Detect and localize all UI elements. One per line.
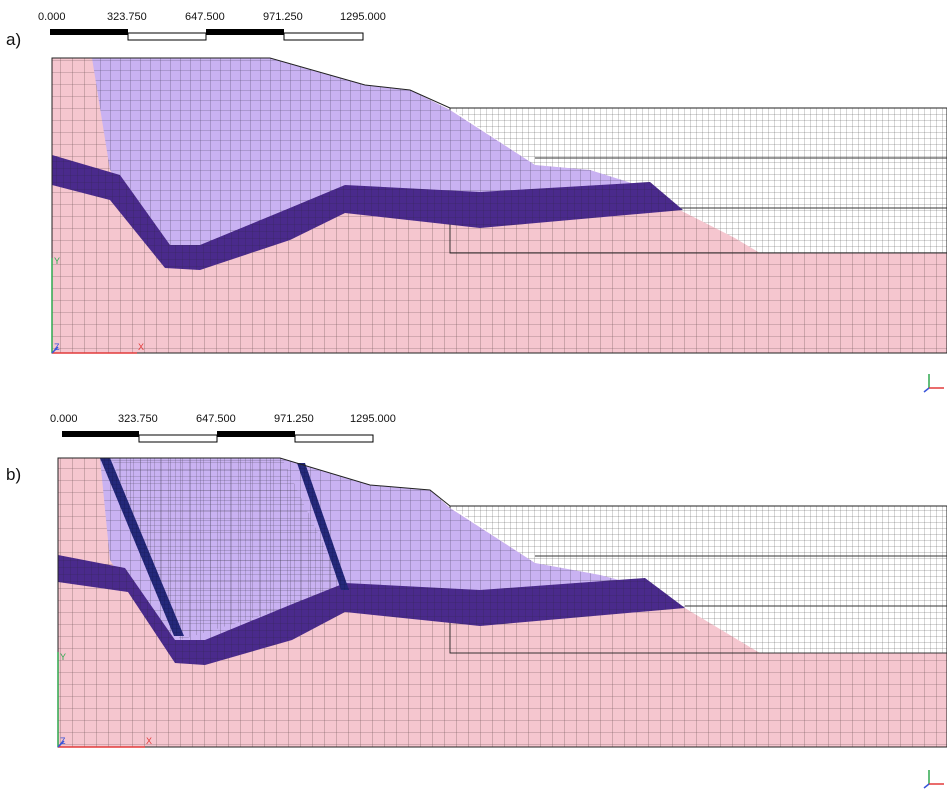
panel-a-mini-triad [923,374,944,393]
scale-tick-label: 971.250 [274,413,314,425]
scale-tick-label: 1295.000 [340,11,386,23]
panel-a: a) 0.000 323.750 647.500 971.250 1295.00… [6,11,947,393]
panel-b-label: b) [6,465,21,484]
panel-b: b) 0.000 323.750 647.500 971.250 1295.00… [6,413,947,789]
x-axis-label: X [146,736,152,746]
scale-tick-label: 0.000 [50,413,78,425]
scale-tick-label: 1295.000 [350,413,396,425]
z-axis-label: Z [54,342,60,352]
scale-tick-label: 647.500 [196,413,236,425]
panel-a-scale-bar: 0.000 323.750 647.500 971.250 1295.000 [38,11,386,41]
scale-tick-label: 323.750 [107,11,147,23]
panel-b-scale-bar: 0.000 323.750 647.500 971.250 1295.000 [50,413,396,443]
z-axis-label: Z [60,736,66,746]
y-axis-label: Y [60,652,66,662]
scale-tick-label: 971.250 [263,11,303,23]
y-axis-label: Y [54,256,60,266]
panel-a-axis-triad: Y X Z [51,256,144,354]
panel-b-mini-triad [923,770,944,789]
panel-b-axis-triad: Y X Z [57,652,152,748]
scale-tick-label: 647.500 [185,11,225,23]
panel-a-label: a) [6,30,21,49]
scale-tick-label: 323.750 [118,413,158,425]
x-axis-label: X [138,342,144,352]
scale-tick-label: 0.000 [38,11,66,23]
